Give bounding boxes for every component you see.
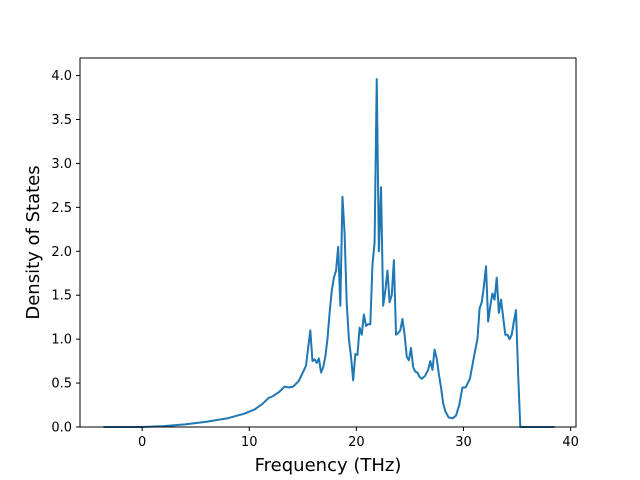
x-tick-label: 0 bbox=[138, 435, 146, 450]
y-tick-label: 0.0 bbox=[51, 421, 72, 436]
y-tick-label: 0.5 bbox=[51, 377, 72, 392]
x-axis-ticks: 0 10 20 30 40 bbox=[138, 427, 579, 450]
x-axis-label: Frequency (THz) bbox=[255, 455, 402, 476]
y-axis-label: Density of States bbox=[23, 165, 44, 319]
x-tick-label: 30 bbox=[455, 435, 472, 450]
y-axis-ticks: 0.0 0.5 1.0 1.5 2.0 2.5 3.0 3.5 4.0 bbox=[51, 69, 80, 436]
x-tick-label: 10 bbox=[241, 435, 258, 450]
y-tick-label: 3.5 bbox=[51, 113, 72, 128]
y-tick-label: 2.0 bbox=[51, 245, 72, 260]
y-tick-label: 4.0 bbox=[51, 69, 72, 84]
y-tick-label: 3.0 bbox=[51, 157, 72, 172]
plot-area bbox=[103, 78, 555, 428]
y-tick-label: 1.5 bbox=[51, 289, 72, 304]
axes-frame bbox=[79, 57, 577, 428]
x-tick-label: 40 bbox=[562, 435, 579, 450]
x-tick-label: 20 bbox=[348, 435, 365, 450]
y-tick-label: 2.5 bbox=[51, 201, 72, 216]
y-tick-label: 1.0 bbox=[51, 333, 72, 348]
dos-series-line bbox=[103, 78, 555, 428]
